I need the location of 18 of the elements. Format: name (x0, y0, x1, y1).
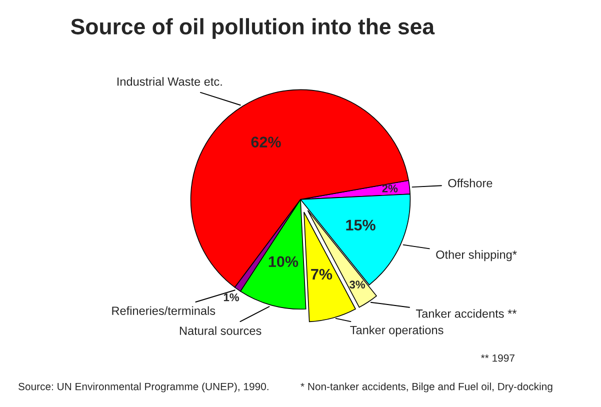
data-label: 1% (224, 293, 240, 302)
data-label: 62% (251, 136, 281, 148)
slice-label: Tanker operations (350, 326, 444, 337)
data-label: 2% (382, 184, 398, 192)
data-label: 15% (346, 220, 376, 231)
text: ** 1997 (480, 354, 514, 362)
text: * Non-tanker accidents, Bilge and Fuel oil, Dry-docking (300, 382, 552, 392)
chart-title: Source of oil pollution into the sea (70, 18, 435, 39)
slice-label: Industrial Waste etc. (117, 77, 222, 86)
source-note: Source: UN Environmental Programme (UNEP), 1990. (18, 382, 268, 392)
data-label: 3% (349, 280, 366, 289)
slice-label: Other shipping* (436, 250, 517, 262)
slice-label: Tanker accidents ** (416, 309, 517, 318)
slice-label: Refineries/terminals (112, 306, 216, 315)
slice-label: Offshore (448, 178, 492, 188)
slice-label: Natural sources (180, 326, 262, 335)
data-label: 10% (268, 256, 298, 268)
data-label: 7% (311, 268, 332, 280)
